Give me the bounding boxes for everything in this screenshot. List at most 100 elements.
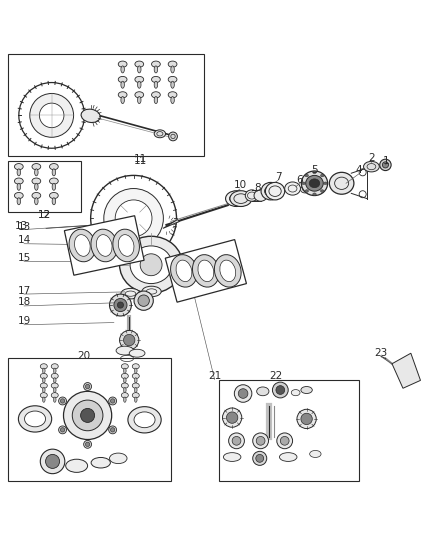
Ellipse shape [171,66,174,73]
Circle shape [115,200,152,237]
Circle shape [223,408,242,427]
Ellipse shape [35,169,38,176]
Ellipse shape [176,260,192,281]
Ellipse shape [35,183,38,190]
Ellipse shape [364,161,379,172]
Ellipse shape [300,186,309,193]
Circle shape [19,83,85,148]
Text: 13: 13 [18,222,31,232]
Circle shape [84,383,92,391]
Text: 18: 18 [18,297,31,308]
Text: 19: 19 [18,316,31,326]
Ellipse shape [66,459,88,472]
Ellipse shape [152,76,160,83]
Text: 23: 23 [374,348,388,358]
Text: 22: 22 [269,371,283,381]
Ellipse shape [301,386,312,393]
Ellipse shape [305,174,308,177]
Circle shape [72,400,103,431]
Ellipse shape [154,66,158,73]
Ellipse shape [171,96,174,103]
Circle shape [234,385,252,402]
Ellipse shape [285,182,300,195]
Ellipse shape [168,61,177,67]
Circle shape [30,93,74,138]
Circle shape [226,412,238,423]
Ellipse shape [135,92,144,98]
Bar [165,240,247,302]
Circle shape [39,103,64,128]
Ellipse shape [170,255,198,287]
Circle shape [46,455,60,469]
Ellipse shape [142,286,161,297]
Ellipse shape [134,412,155,427]
Ellipse shape [306,175,323,191]
Ellipse shape [116,346,134,355]
Ellipse shape [35,198,38,205]
Ellipse shape [40,383,47,388]
Ellipse shape [138,81,141,88]
Ellipse shape [69,229,95,262]
Bar [64,216,144,275]
Circle shape [276,386,285,394]
Ellipse shape [154,96,158,103]
Ellipse shape [121,374,128,378]
Ellipse shape [49,178,58,184]
Text: 7: 7 [275,172,282,182]
Ellipse shape [223,453,241,462]
Ellipse shape [42,387,45,393]
Ellipse shape [121,288,140,299]
Circle shape [81,408,95,423]
Circle shape [60,399,65,403]
Ellipse shape [14,164,23,169]
Circle shape [380,159,391,171]
Ellipse shape [214,255,241,287]
Ellipse shape [124,387,126,393]
Ellipse shape [132,393,139,398]
Ellipse shape [118,92,127,98]
Ellipse shape [42,397,45,402]
Text: 20: 20 [78,351,91,361]
Ellipse shape [51,364,58,369]
Circle shape [134,291,153,310]
Ellipse shape [51,374,58,378]
Circle shape [277,433,293,449]
Ellipse shape [91,229,117,262]
Circle shape [110,294,131,316]
Ellipse shape [113,229,139,262]
Circle shape [280,437,289,445]
Circle shape [109,397,117,405]
Circle shape [40,449,65,474]
Ellipse shape [32,192,41,199]
Ellipse shape [53,397,56,402]
Ellipse shape [53,368,56,374]
Ellipse shape [130,246,172,284]
Ellipse shape [192,255,219,287]
Ellipse shape [52,169,56,176]
Ellipse shape [96,235,112,256]
Ellipse shape [49,192,58,199]
Ellipse shape [17,183,21,190]
Ellipse shape [51,393,58,398]
Circle shape [59,426,67,434]
Ellipse shape [138,96,141,103]
Text: 21: 21 [208,371,221,381]
Text: 4: 4 [356,165,363,175]
Ellipse shape [302,182,305,184]
Ellipse shape [152,61,160,67]
Ellipse shape [121,383,128,388]
Ellipse shape [42,378,45,383]
Circle shape [169,132,177,141]
Ellipse shape [91,457,110,468]
Ellipse shape [51,383,58,388]
Ellipse shape [329,172,354,194]
Ellipse shape [134,378,137,383]
Ellipse shape [129,349,145,357]
Ellipse shape [230,191,252,206]
Ellipse shape [261,182,280,200]
Ellipse shape [154,81,158,88]
Ellipse shape [74,235,90,256]
Text: 11: 11 [134,154,147,164]
Ellipse shape [17,198,21,205]
Circle shape [138,295,149,306]
